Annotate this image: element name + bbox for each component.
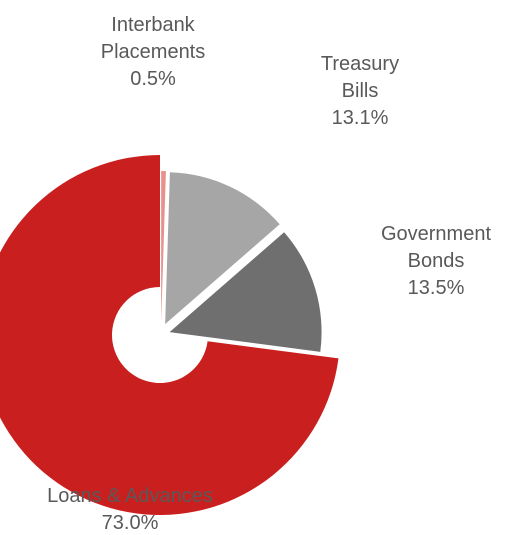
label-value: 0.5% (130, 68, 176, 90)
label-government-bonds: Government Bonds 13.5% (381, 223, 491, 299)
slice-interbank-placements (161, 171, 166, 323)
label-name-line: Government (381, 223, 491, 245)
label-value: 73.0% (102, 512, 159, 534)
donut-slices (0, 155, 338, 515)
label-value: 13.5% (408, 277, 465, 299)
label-name-line: Loans & Advances (47, 485, 213, 507)
label-interbank-placements: Interbank Placements 0.5% (101, 14, 206, 90)
label-name-line: Treasury (321, 53, 399, 75)
label-treasury-bills: Treasury Bills 13.1% (321, 53, 399, 129)
label-name-line: Placements (101, 41, 206, 63)
label-name-line: Bills (342, 80, 379, 102)
label-name-line: Bonds (408, 250, 465, 272)
label-value: 13.1% (332, 107, 389, 129)
label-name-line: Interbank (111, 14, 195, 36)
